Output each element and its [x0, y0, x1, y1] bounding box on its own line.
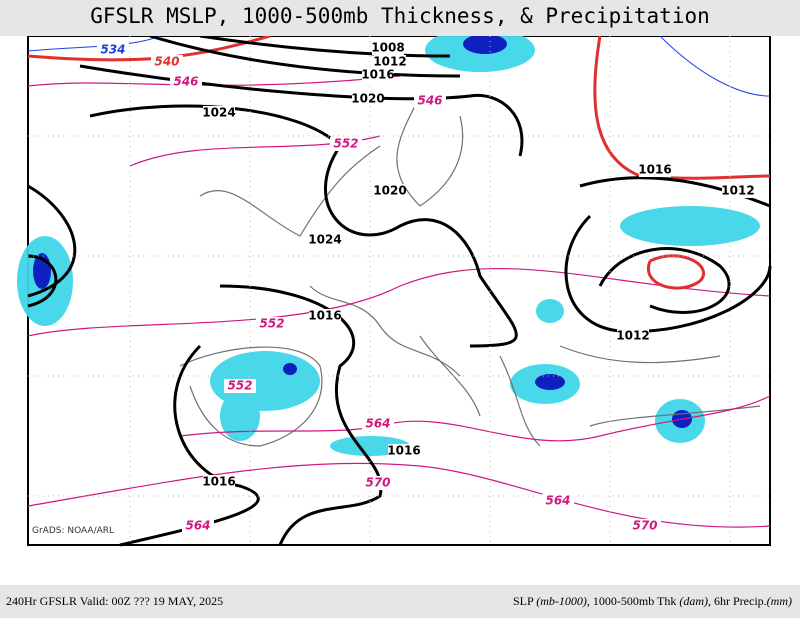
- contour-label: 570: [632, 519, 657, 533]
- label-background: [722, 184, 754, 198]
- footer-unit: (dam): [679, 594, 709, 608]
- footer-right: SLP (mb-1000), 1000-500mb Thk (dam), 6hr…: [513, 585, 792, 618]
- contour-label: 564: [365, 417, 390, 431]
- label-background: [352, 92, 384, 106]
- label-background: [203, 475, 235, 489]
- contour-label: 552: [333, 137, 358, 151]
- footer-text: SLP: [513, 594, 537, 608]
- label-background: [330, 137, 362, 151]
- contour-label: 1020: [373, 184, 406, 198]
- grid: [28, 36, 770, 545]
- contour-label: 1024: [308, 233, 341, 247]
- contour-label: 564: [185, 519, 210, 533]
- contour-label: 1012: [373, 55, 406, 69]
- contour-label: 1016: [387, 444, 420, 458]
- label-background: [362, 417, 394, 431]
- label-background: [203, 106, 235, 120]
- label-background: [542, 494, 574, 508]
- label-background: [151, 55, 183, 69]
- contour-label: 1016: [202, 475, 235, 489]
- contour-label: 1012: [616, 329, 649, 343]
- credit: GrADS: NOAA/ARL: [32, 526, 114, 536]
- label-background: [374, 184, 406, 198]
- label-background: [374, 55, 406, 69]
- contour-label: 570: [365, 476, 390, 490]
- label-background: [182, 519, 214, 533]
- contour-label: 1008: [371, 41, 404, 55]
- label-background: [170, 75, 202, 89]
- contour-label: 552: [227, 379, 252, 393]
- label-background: [309, 309, 341, 323]
- contour-label: 1016: [308, 309, 341, 323]
- contour-label: 534: [100, 43, 125, 57]
- label-background: [224, 379, 256, 393]
- contour-label: 1016: [361, 68, 394, 82]
- footer-unit: (mm): [766, 594, 792, 608]
- title: GFSLR MSLP, 1000-500mb Thickness, & Prec…: [0, 0, 800, 36]
- label-background: [629, 519, 661, 533]
- label-background: [639, 163, 671, 177]
- contour-label: 540: [154, 55, 179, 69]
- label-background: [372, 41, 404, 55]
- contour-label: 1024: [202, 106, 235, 120]
- contour-label: 546: [173, 75, 198, 89]
- label-background: [309, 233, 341, 247]
- label-background: [617, 329, 649, 343]
- precip: [17, 36, 760, 456]
- footer: 240Hr GFSLR Valid: 00Z ??? 19 MAY, 2025 …: [0, 585, 800, 618]
- contour-label: 564: [545, 494, 570, 508]
- contour-label: 1020: [351, 92, 384, 106]
- footer-left: 240Hr GFSLR Valid: 00Z ??? 19 MAY, 2025: [6, 594, 224, 608]
- label-background: [256, 317, 288, 331]
- label-background: [362, 476, 394, 490]
- footer-text: , 6hr Precip.: [708, 594, 767, 608]
- contour-label: 1012: [721, 184, 754, 198]
- map-frame: [27, 36, 771, 546]
- label-background: [414, 94, 446, 108]
- label-background: [97, 43, 129, 57]
- footer-text: , 1000-500mb Thk: [586, 594, 680, 608]
- footer-unit: (mb-1000): [536, 594, 587, 608]
- contour-label: 1016: [638, 163, 671, 177]
- contour-label: 552: [259, 317, 284, 331]
- label-background: [362, 68, 394, 82]
- map: GrADS: NOAA/ARL 534540546100810121016102…: [17, 36, 772, 547]
- contour-label: 546: [417, 94, 442, 108]
- label-background: [388, 444, 420, 458]
